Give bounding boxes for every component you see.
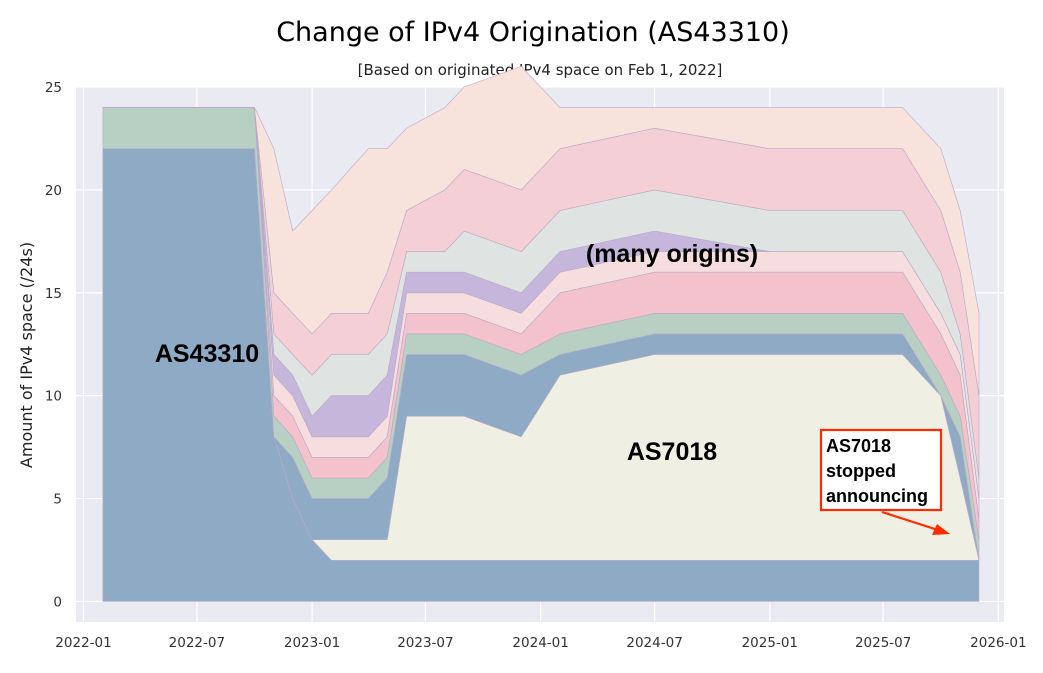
x-tick-label: 2024-07 [626, 635, 682, 651]
x-tick-label: 2023-01 [284, 635, 340, 651]
annotation-many-origins: (many origins) [586, 240, 758, 268]
callout-arrowhead [932, 524, 950, 535]
y-tick-label: 0 [53, 594, 62, 610]
stacked-areas [102, 66, 980, 602]
y-axis-label: Amount of IPv4 space (/24s) [17, 242, 36, 468]
y-axis: 0 5 10 15 20 25 [45, 80, 62, 610]
x-tick-label: 2026-01 [970, 635, 1026, 651]
stopped-announcing-callout: AS7018 stopped announcing [819, 428, 950, 535]
x-tick-label: 2024-01 [512, 635, 568, 651]
callout-line-3: announcing [826, 486, 928, 506]
y-tick-label: 5 [53, 492, 62, 508]
x-tick-label: 2022-01 [55, 635, 111, 651]
annotation-as43310: AS43310 [155, 340, 259, 368]
callout-box [819, 428, 943, 512]
annotation-as7018: AS7018 [627, 438, 717, 466]
x-tick-label: 2025-07 [855, 635, 911, 651]
x-tick-label: 2025-01 [742, 635, 798, 651]
y-tick-label: 25 [45, 80, 62, 96]
callout-line-1: AS7018 [826, 436, 891, 456]
y-tick-label: 10 [45, 389, 62, 405]
callout-line-2: stopped [826, 461, 896, 481]
x-tick-label: 2023-07 [397, 635, 453, 651]
callout-arrow-line [881, 510, 939, 532]
y-tick-label: 15 [45, 286, 62, 302]
y-tick-label: 20 [45, 183, 62, 199]
x-axis: 2022-01 2022-07 2023-01 2023-07 2024-01 2024-… [55, 635, 1026, 651]
chart-title: Change of IPv4 Origination (AS43310) [276, 17, 790, 48]
chart-subtitle: [Based on originated IPv4 space on Feb 1… [358, 61, 723, 79]
area-other-origin-h [102, 66, 980, 396]
x-tick-label: 2022-07 [169, 635, 225, 651]
